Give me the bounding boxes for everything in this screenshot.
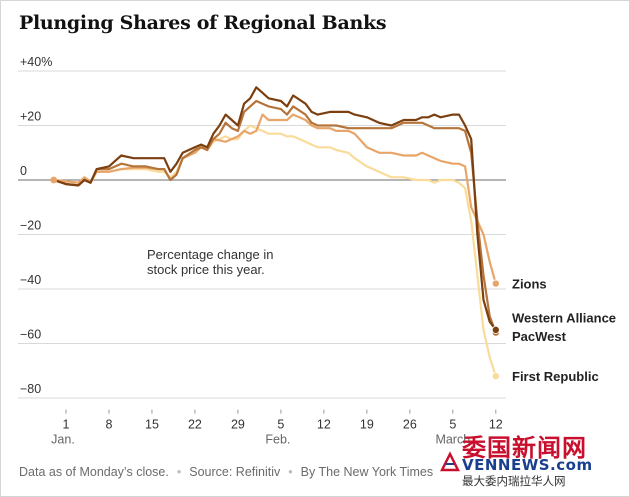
series-label-pacwest: PacWest <box>512 329 567 344</box>
x-tick-label: 26 <box>403 418 417 432</box>
x-tick-label: 22 <box>188 418 202 432</box>
y-tick-label: −80 <box>20 382 41 396</box>
series-label-zions: Zions <box>512 277 547 292</box>
y-axis-tick-labels: +40% +20 0 −20 −40 −60 −80 <box>20 55 52 396</box>
x-tick-label: 29 <box>231 418 245 432</box>
y-tick-label: −60 <box>20 328 41 342</box>
series-end-labels: Zions Western Alliance PacWest First Republ… <box>512 277 616 385</box>
y-tick-label: −40 <box>20 273 41 287</box>
x-month-label: Jan. <box>51 433 75 447</box>
footer-source: Source: Refinitiv <box>189 465 281 479</box>
watermark-chinese-title: 委国新闻网 <box>462 434 587 462</box>
x-tick-label: 8 <box>106 418 113 432</box>
x-month-label: March <box>435 433 470 447</box>
y-tick-label: +20 <box>20 110 41 124</box>
series-end-dot-zions <box>491 279 500 288</box>
vennews-logo-icon <box>440 451 460 472</box>
watermark-latin: VENNEWS.com <box>462 456 593 474</box>
series-label-western-alliance: Western Alliance <box>512 311 616 326</box>
footer-note: Data as of Monday’s close. <box>19 465 169 479</box>
series-line-zions <box>52 113 497 285</box>
x-tick-label: 12 <box>317 418 331 432</box>
x-tick-label: 19 <box>360 418 374 432</box>
x-tick-label: 5 <box>277 418 284 432</box>
series-line-western-alliance <box>52 86 497 331</box>
x-tick-label: 5 <box>449 418 456 432</box>
chart-title: Plunging Shares of Regional Banks <box>19 12 387 34</box>
watermark-chinese-tagline: 最大委内瑞拉华人网 <box>462 474 566 488</box>
y-tick-label: −20 <box>20 219 41 233</box>
series-line-pacwest <box>52 99 497 334</box>
chart-annotation-line-1: Percentage change in <box>147 247 273 262</box>
gridlines <box>18 70 506 399</box>
series-lines <box>50 86 500 381</box>
x-tick-label: 12 <box>489 418 503 432</box>
vennews-watermark: 委国新闻网 VENNEWS.com 最大委内瑞拉华人网 <box>440 428 626 490</box>
series-start-dot <box>50 176 58 184</box>
chart-footer: Data as of Monday’s close. • Source: Refin… <box>19 465 433 479</box>
y-tick-label: +40% <box>20 55 52 69</box>
chart-annotation-line-2: stock price this year. <box>147 262 265 277</box>
footer-separator: • <box>176 465 182 479</box>
footer-separator: • <box>288 465 293 479</box>
x-month-label: Feb. <box>265 433 290 447</box>
x-tick-label: 1 <box>63 418 70 432</box>
series-end-dot-first-republic <box>491 372 500 381</box>
series-label-first-republic: First Republic <box>512 369 599 384</box>
series-end-dot-western-alliance <box>491 325 500 334</box>
x-tick-label: 15 <box>145 418 159 432</box>
y-tick-label: 0 <box>20 164 27 178</box>
footer-credit: By The New York Times <box>300 465 434 479</box>
series-line-first-republic <box>52 124 497 378</box>
